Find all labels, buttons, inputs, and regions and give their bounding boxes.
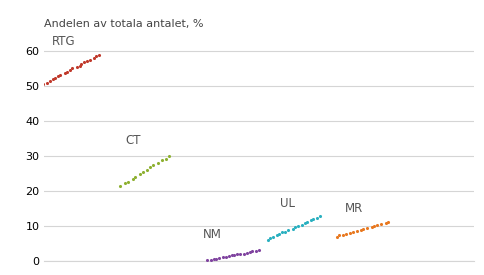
- Point: [275, 232, 283, 236]
- Point: [243, 251, 251, 255]
- Point: [203, 258, 211, 263]
- Point: [121, 181, 129, 185]
- Point: [162, 156, 169, 161]
- Point: [68, 66, 76, 71]
- Point: [83, 59, 91, 63]
- Point: [57, 73, 64, 77]
- Point: [67, 68, 75, 73]
- Point: [282, 230, 289, 234]
- Point: [76, 64, 83, 68]
- Point: [333, 234, 341, 239]
- Point: [234, 252, 242, 257]
- Point: [335, 233, 343, 238]
- Point: [368, 225, 376, 229]
- Point: [298, 222, 305, 227]
- Text: Andelen av totala antalet, %: Andelen av totala antalet, %: [44, 20, 203, 29]
- Point: [61, 71, 69, 75]
- Point: [150, 163, 157, 167]
- Point: [236, 252, 244, 256]
- Point: [270, 235, 277, 239]
- Text: UL: UL: [281, 197, 295, 210]
- Point: [90, 56, 98, 60]
- Point: [307, 218, 315, 222]
- Point: [264, 237, 272, 242]
- Point: [313, 216, 320, 220]
- Point: [143, 168, 151, 172]
- Point: [289, 226, 297, 231]
- Point: [339, 233, 347, 237]
- Text: MR: MR: [345, 202, 363, 215]
- Point: [154, 161, 162, 165]
- Point: [77, 61, 85, 66]
- Point: [166, 153, 173, 158]
- Point: [40, 82, 47, 86]
- Point: [378, 222, 385, 226]
- Point: [87, 57, 94, 62]
- Point: [291, 225, 299, 230]
- Point: [230, 253, 238, 257]
- Point: [266, 236, 274, 241]
- Text: RTG: RTG: [52, 35, 76, 48]
- Point: [54, 74, 61, 78]
- Point: [248, 249, 256, 253]
- Point: [147, 165, 154, 169]
- Point: [63, 69, 71, 74]
- Point: [80, 60, 88, 64]
- Point: [309, 217, 317, 221]
- Point: [225, 254, 233, 258]
- Point: [207, 258, 215, 262]
- Point: [131, 175, 139, 179]
- Point: [294, 224, 302, 228]
- Point: [129, 177, 136, 181]
- Point: [158, 158, 166, 163]
- Point: [360, 227, 367, 231]
- Text: NM: NM: [203, 229, 222, 241]
- Point: [278, 230, 286, 235]
- Point: [382, 221, 390, 225]
- Point: [316, 214, 324, 218]
- Point: [139, 170, 147, 174]
- Point: [349, 229, 357, 234]
- Point: [51, 76, 59, 80]
- Point: [373, 223, 381, 227]
- Point: [246, 250, 254, 254]
- Point: [46, 79, 54, 83]
- Point: [73, 65, 81, 70]
- Point: [210, 257, 218, 261]
- Point: [241, 251, 248, 256]
- Point: [228, 253, 236, 258]
- Point: [346, 231, 354, 235]
- Point: [136, 172, 143, 177]
- Point: [343, 231, 350, 236]
- Point: [285, 228, 292, 232]
- Point: [357, 227, 364, 232]
- Point: [301, 221, 308, 225]
- Point: [252, 249, 259, 253]
- Point: [124, 179, 132, 184]
- Point: [219, 255, 227, 260]
- Point: [95, 53, 103, 57]
- Point: [222, 254, 230, 259]
- Point: [353, 229, 361, 233]
- Point: [302, 220, 310, 224]
- Point: [363, 225, 371, 230]
- Point: [255, 248, 262, 252]
- Point: [370, 224, 378, 228]
- Point: [49, 77, 57, 82]
- Point: [44, 81, 51, 85]
- Point: [273, 233, 281, 238]
- Point: [117, 183, 124, 188]
- Point: [215, 256, 223, 261]
- Text: CT: CT: [125, 134, 141, 147]
- Point: [92, 54, 100, 58]
- Point: [212, 257, 220, 261]
- Point: [384, 220, 392, 224]
